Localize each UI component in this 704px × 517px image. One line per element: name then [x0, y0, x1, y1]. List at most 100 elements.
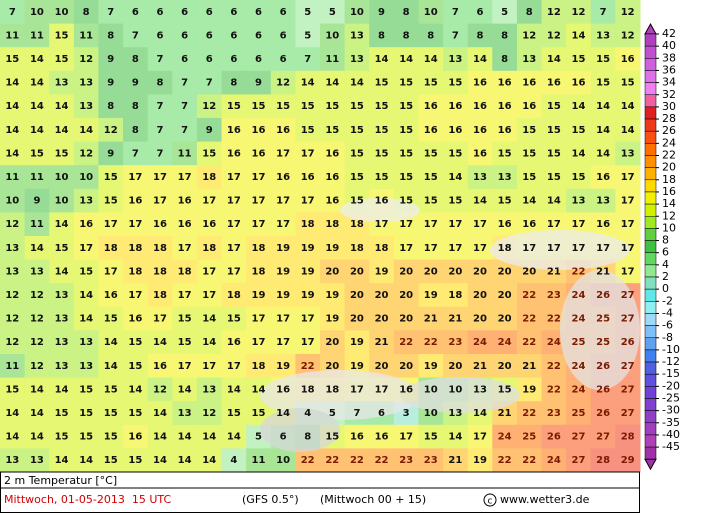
temperature-cell: [492, 0, 518, 25]
colorbar-label: -45: [662, 440, 680, 453]
temperature-value: 14: [448, 172, 462, 183]
temperature-cell: [393, 259, 419, 284]
temperature-value: 16: [547, 78, 561, 89]
temperature-value: 14: [55, 101, 69, 112]
temperature-cell: [123, 23, 149, 48]
temperature-value: 8: [132, 125, 139, 136]
temperature-cell: [0, 401, 26, 426]
temperature-value: 15: [202, 148, 216, 159]
temperature-cell: [172, 165, 198, 190]
temperature-value: 15: [5, 54, 19, 65]
temperature-cell: [516, 47, 543, 72]
temperature-cell: [147, 377, 173, 402]
temperature-value: 22: [325, 455, 339, 466]
temperature-value: 19: [276, 361, 290, 372]
temperature-value: 14: [5, 78, 19, 89]
colorbar-swatch: [644, 276, 657, 290]
temperature-cell: [320, 70, 346, 95]
temperature-cell: [196, 283, 223, 308]
temperature-value: 14: [128, 384, 142, 395]
temperature-cell: [541, 283, 567, 308]
colorbar-swatch: [644, 82, 657, 95]
temperature-cell: [196, 188, 223, 213]
temperature-value: 15: [399, 148, 413, 159]
temperature-cell: [0, 212, 26, 237]
temperature-value: 12: [202, 101, 216, 112]
temperature-value: 17: [104, 266, 118, 277]
colorbar-swatch: [644, 434, 657, 448]
temperature-value: 18: [498, 243, 512, 254]
temperature-value: 10: [55, 172, 69, 183]
temperature-value: 16: [375, 196, 389, 207]
temperature-value: 15: [104, 455, 118, 466]
temperature-cell: [590, 188, 616, 213]
temperature-value: 18: [153, 243, 167, 254]
temperature-cell: [24, 23, 50, 48]
temperature-cell: [98, 236, 124, 261]
temperature-cell: [73, 448, 99, 473]
temperature-value: 12: [522, 30, 536, 41]
temperature-value: 15: [79, 408, 93, 419]
temperature-value: 21: [448, 455, 462, 466]
temperature-value: 12: [30, 361, 44, 372]
temperature-cell: [344, 141, 370, 166]
temperature-cell: [541, 141, 567, 166]
temperature-value: 14: [178, 432, 192, 443]
temperature-value: 13: [30, 455, 44, 466]
temperature-cell: [418, 23, 444, 48]
colorbar-label: 12: [662, 209, 676, 222]
temperature-value: 15: [424, 78, 438, 89]
temperature-value: 6: [280, 30, 287, 41]
temperature-cell: [467, 70, 493, 95]
temperature-cell: [344, 448, 370, 473]
temperature-cell: [492, 47, 518, 72]
temperature-value: 7: [157, 101, 164, 112]
temperature-value: 14: [30, 432, 44, 443]
temperature-cell: [443, 212, 469, 237]
temperature-value: 15: [350, 101, 364, 112]
temperature-value: 16: [276, 125, 290, 136]
temperature-value: 16: [227, 337, 241, 348]
temperature-value: 20: [399, 361, 413, 372]
temperature-value: 15: [424, 148, 438, 159]
temperature-cell: [246, 236, 272, 261]
colorbar-label: 42: [662, 27, 676, 40]
temperature-value: 24: [473, 337, 487, 348]
temperature-value: 20: [498, 361, 512, 372]
temperature-value: 18: [252, 243, 266, 254]
temperature-value: 14: [424, 54, 438, 65]
variable: 2 m Temperatur [°C]: [4, 474, 117, 487]
temperature-value: 9: [33, 196, 40, 207]
temperature-cell: [393, 47, 419, 72]
temperature-value: 15: [178, 337, 192, 348]
temperature-cell: [246, 448, 272, 473]
temperature-value: 17: [252, 196, 266, 207]
temperature-value: 22: [522, 290, 536, 301]
temperature-value: 27: [621, 290, 635, 301]
temperature-cell: [270, 354, 296, 379]
temperature-value: 6: [280, 432, 287, 443]
temperature-value: 13: [79, 101, 93, 112]
temperature-value: 6: [280, 54, 287, 65]
temperature-cell: [49, 377, 75, 402]
temperature-value: 7: [157, 148, 164, 159]
temperature-cell: [0, 23, 26, 48]
temperature-cell: [590, 165, 616, 190]
temperature-cell: [0, 236, 26, 261]
temperature-cell: [590, 424, 616, 449]
temperature-value: 15: [375, 125, 389, 136]
temperature-cell: [393, 70, 419, 95]
temperature-value: 8: [477, 30, 484, 41]
colorbar-swatch: [644, 361, 657, 375]
temperature-value: 16: [596, 172, 610, 183]
colorbar-swatch: [644, 252, 657, 266]
temperature-value: 18: [128, 266, 142, 277]
temperature-value: 5: [501, 7, 508, 18]
temperature-cell: [24, 401, 50, 426]
temperature-value: 17: [276, 196, 290, 207]
colorbar-label: -35: [662, 416, 680, 429]
temperature-value: 20: [473, 290, 487, 301]
temperature-cell: [516, 165, 543, 190]
temperature-value: 16: [473, 148, 487, 159]
temperature-value: 7: [107, 7, 114, 18]
